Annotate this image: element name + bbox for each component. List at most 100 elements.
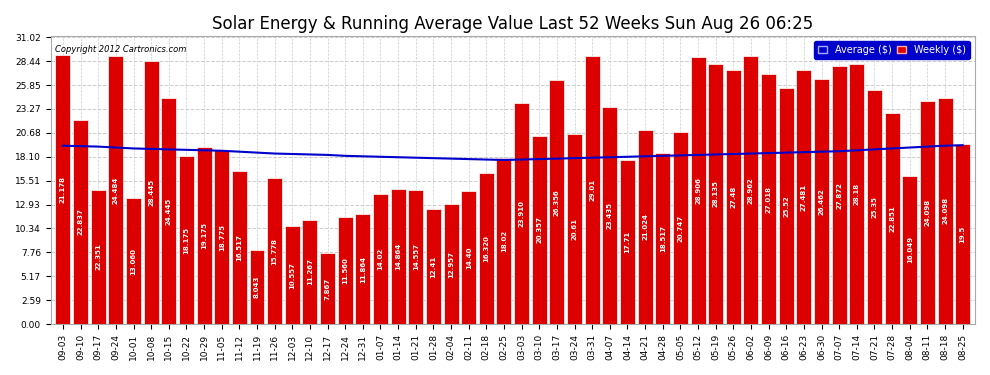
Bar: [391, 189, 406, 324]
Bar: [867, 90, 882, 324]
Bar: [920, 101, 935, 324]
Bar: [461, 191, 476, 324]
Text: 16.049: 16.049: [907, 236, 913, 263]
Bar: [673, 132, 688, 324]
Bar: [655, 153, 670, 324]
Title: Solar Energy & Running Average Value Last 52 Weeks Sun Aug 26 06:25: Solar Energy & Running Average Value Las…: [212, 15, 814, 33]
Text: 12.957: 12.957: [448, 251, 454, 278]
Text: 28.906: 28.906: [695, 177, 701, 204]
Bar: [338, 217, 352, 324]
Bar: [955, 144, 970, 324]
Bar: [902, 176, 917, 324]
Bar: [496, 158, 512, 324]
Text: 19.175: 19.175: [201, 222, 207, 249]
Text: 24.098: 24.098: [942, 197, 948, 224]
Bar: [179, 156, 194, 324]
Bar: [355, 214, 370, 324]
Bar: [214, 150, 230, 324]
Bar: [638, 130, 652, 324]
Text: 25.35: 25.35: [871, 196, 877, 218]
Text: 18.02: 18.02: [501, 230, 507, 252]
Text: 18.175: 18.175: [183, 226, 189, 254]
Text: 27.48: 27.48: [731, 186, 737, 208]
Bar: [302, 220, 318, 324]
Bar: [849, 64, 864, 324]
Text: 20.747: 20.747: [677, 214, 683, 242]
Text: Copyright 2012 Cartronics.com: Copyright 2012 Cartronics.com: [55, 45, 186, 54]
Text: 28.962: 28.962: [748, 177, 754, 204]
Bar: [108, 56, 124, 324]
Legend: Average ($), Weekly ($): Average ($), Weekly ($): [814, 41, 970, 58]
Bar: [373, 195, 388, 324]
Text: 24.484: 24.484: [113, 176, 119, 204]
Text: 28.445: 28.445: [148, 179, 154, 206]
Text: 28.135: 28.135: [713, 181, 719, 207]
Text: 22.851: 22.851: [889, 205, 895, 232]
Text: 12.41: 12.41: [431, 256, 437, 278]
Bar: [320, 253, 335, 324]
Text: 16.517: 16.517: [237, 234, 243, 261]
Bar: [585, 56, 600, 324]
Text: 26.462: 26.462: [819, 188, 825, 215]
Bar: [249, 250, 264, 324]
Bar: [708, 64, 723, 324]
Text: 15.778: 15.778: [271, 238, 277, 265]
Text: 8.043: 8.043: [254, 276, 260, 298]
Text: 16.320: 16.320: [483, 235, 489, 262]
Text: 17.71: 17.71: [625, 231, 631, 254]
Text: 26.356: 26.356: [553, 189, 560, 216]
Bar: [267, 178, 282, 324]
Bar: [832, 66, 846, 324]
Bar: [55, 55, 70, 324]
Text: 23.910: 23.910: [519, 200, 525, 227]
Bar: [938, 98, 952, 324]
Bar: [726, 70, 741, 324]
Text: 19.5: 19.5: [959, 225, 965, 243]
Bar: [408, 189, 424, 324]
Text: 11.267: 11.267: [307, 259, 313, 285]
Bar: [761, 74, 776, 324]
Bar: [73, 120, 88, 324]
Text: 21.178: 21.178: [60, 176, 66, 203]
Text: 10.557: 10.557: [289, 262, 295, 289]
Text: 20.357: 20.357: [537, 216, 543, 243]
Text: 24.098: 24.098: [925, 199, 931, 226]
Text: 22.351: 22.351: [95, 244, 101, 270]
Bar: [232, 171, 247, 324]
Text: 27.481: 27.481: [801, 183, 807, 211]
Text: 14.40: 14.40: [465, 246, 471, 269]
Bar: [602, 108, 618, 324]
Bar: [620, 160, 635, 324]
Bar: [426, 209, 441, 324]
Bar: [444, 204, 458, 324]
Text: 18.517: 18.517: [659, 225, 665, 252]
Bar: [161, 98, 176, 324]
Text: 11.560: 11.560: [343, 257, 348, 284]
Bar: [479, 173, 494, 324]
Text: 27.872: 27.872: [837, 182, 842, 209]
Bar: [514, 103, 529, 324]
Text: 22.837: 22.837: [77, 209, 83, 235]
Text: 21.024: 21.024: [643, 213, 648, 240]
Text: 24.445: 24.445: [165, 198, 172, 225]
Bar: [91, 190, 106, 324]
Bar: [549, 81, 564, 324]
Bar: [144, 61, 158, 324]
Text: 7.867: 7.867: [325, 278, 331, 300]
Bar: [885, 113, 900, 324]
Bar: [779, 88, 794, 324]
Text: 14.864: 14.864: [395, 243, 401, 270]
Bar: [532, 136, 546, 324]
Bar: [743, 56, 758, 324]
Text: 23.435: 23.435: [607, 202, 613, 229]
Text: 20.61: 20.61: [571, 218, 577, 240]
Text: 25.52: 25.52: [783, 195, 789, 217]
Bar: [126, 198, 141, 324]
Text: 27.018: 27.018: [765, 186, 771, 213]
Text: 11.864: 11.864: [359, 256, 366, 283]
Bar: [197, 147, 212, 324]
Bar: [814, 80, 829, 324]
Bar: [567, 134, 582, 324]
Text: 14.02: 14.02: [377, 248, 383, 270]
Bar: [285, 226, 300, 324]
